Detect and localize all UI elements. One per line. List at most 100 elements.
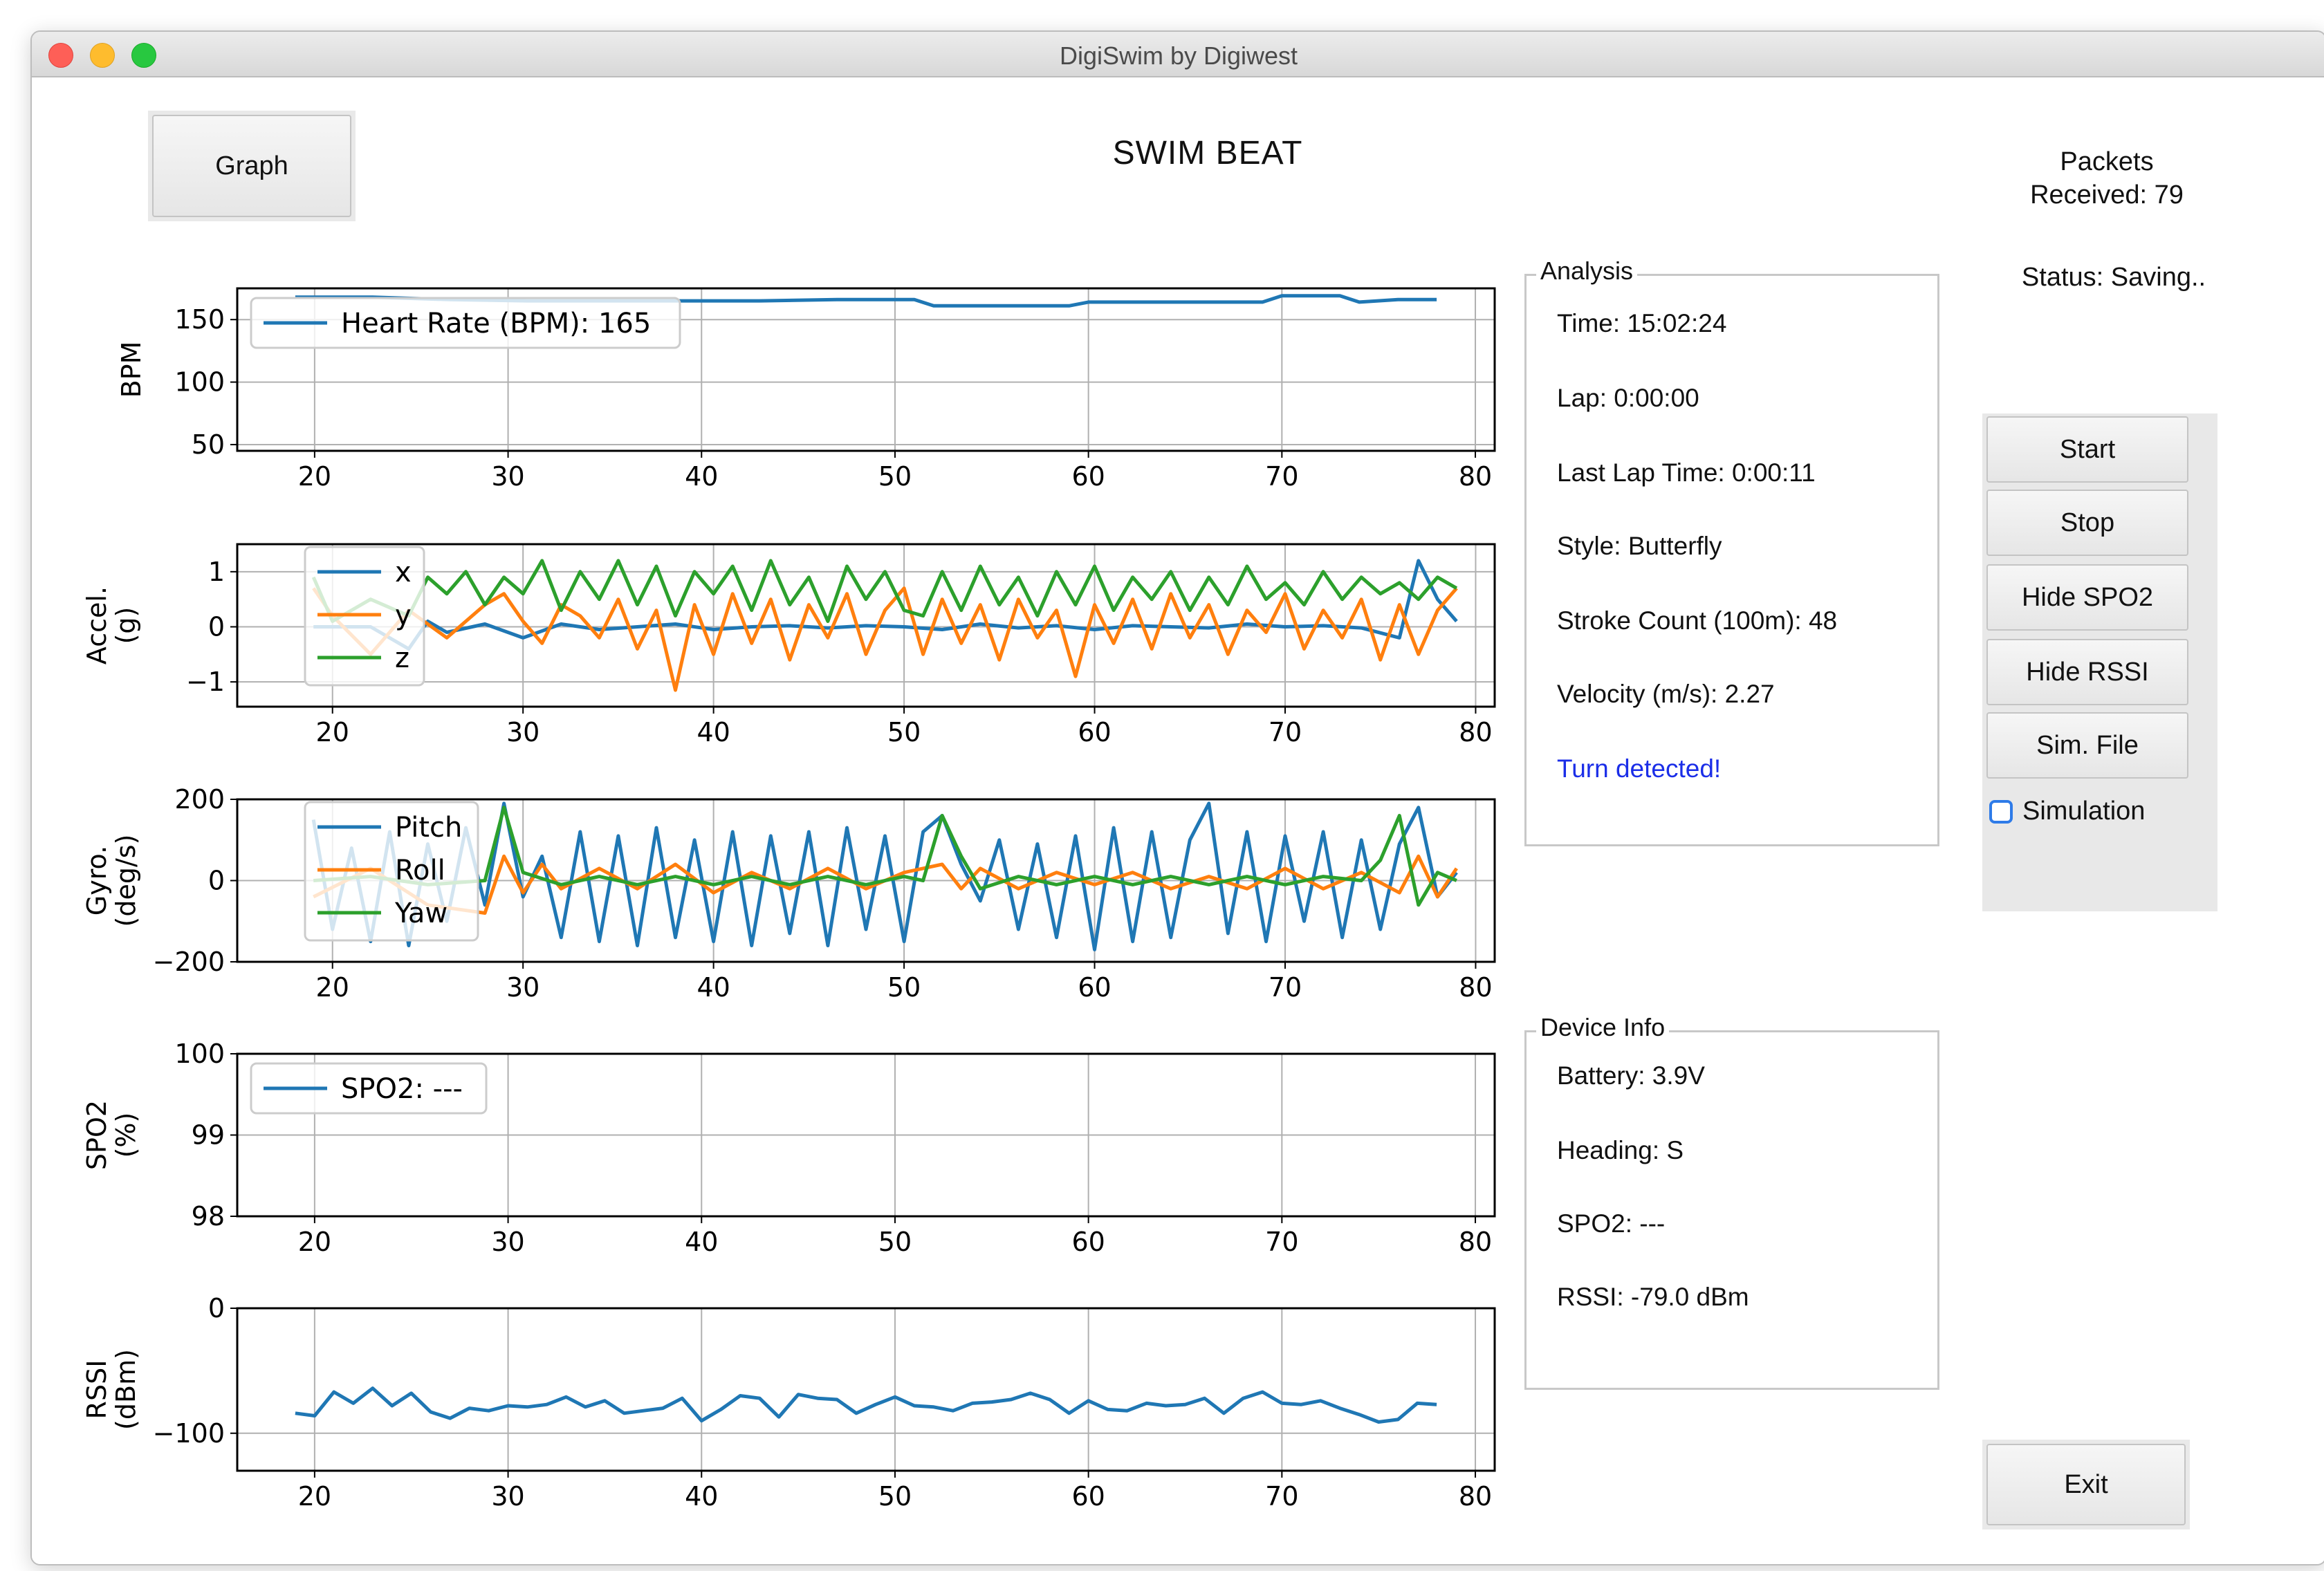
x-tick-label: 60: [1071, 1227, 1105, 1257]
x-tick-label: 40: [685, 1227, 718, 1257]
stop-button[interactable]: Stop: [1986, 490, 2188, 556]
status-text: Status: Saving..: [2021, 263, 2206, 292]
x-tick-label: 50: [878, 1227, 912, 1257]
series-line-yaw: [313, 806, 1457, 907]
x-tick-label: 60: [1071, 461, 1105, 492]
y-axis-label: (%): [111, 1113, 141, 1158]
x-tick-label: 60: [1071, 1481, 1105, 1512]
analysis-lap: Lap: 0:00:00: [1557, 384, 1699, 412]
maximize-window-button[interactable]: [131, 43, 156, 68]
x-tick-label: 80: [1459, 717, 1492, 747]
packets-label: Packets: [2060, 147, 2154, 176]
page-title: SWIM BEAT: [1112, 135, 1303, 171]
analysis-style: Style: Butterfly: [1557, 532, 1722, 560]
x-tick-label: 80: [1459, 1481, 1492, 1512]
y-tick-label: 100: [174, 367, 225, 398]
legend-box: [250, 1062, 488, 1115]
hide-rssi-button[interactable]: Hide RSSI: [1986, 639, 2188, 705]
y-axis-label: RSSI: [82, 1360, 112, 1420]
y-tick-label: 0: [208, 611, 225, 642]
x-tick-label: 30: [491, 461, 524, 492]
y-axis-label: BPM: [116, 342, 147, 398]
x-tick-label: 70: [1269, 972, 1302, 1003]
y-tick-label: 98: [192, 1201, 225, 1231]
x-tick-label: 50: [887, 972, 921, 1003]
x-tick-label: 40: [697, 717, 730, 747]
app-window: DigiSwim by Digiwest Graph SWIM BEAT Pac…: [30, 30, 2324, 1565]
device-info-group: Device Info Battery: 3.9V Heading: S SPO…: [1524, 1013, 1939, 1390]
y-tick-label: −200: [153, 947, 225, 977]
main-content: Graph SWIM BEAT Packets Received: 79 Sta…: [32, 77, 2324, 1564]
y-tick-label: 200: [174, 784, 225, 815]
x-tick-label: 30: [506, 972, 540, 1003]
legend-label: Pitch: [395, 812, 462, 844]
y-tick-label: 1: [208, 557, 225, 587]
series-line-z: [311, 559, 1458, 623]
exit-button[interactable]: Exit: [1986, 1444, 2186, 1525]
device-heading: Heading: S: [1557, 1136, 1684, 1164]
x-tick-label: 40: [685, 1481, 718, 1512]
analysis-last-lap: Last Lap Time: 0:00:11: [1557, 458, 1816, 487]
analysis-stroke-count: Stroke Count (100m): 48: [1557, 606, 1838, 635]
packets-counter: Packets Received: 79: [1955, 145, 2259, 212]
x-tick-label: 20: [316, 972, 349, 1003]
device-info-title: Device Info: [1536, 1013, 1670, 1042]
x-tick-label: 70: [1265, 1481, 1298, 1512]
series-line-y: [312, 586, 1458, 692]
legend-label: y: [395, 599, 412, 631]
x-tick-label: 30: [506, 717, 540, 747]
packets-received: Received: 79: [2030, 180, 2184, 210]
start-button[interactable]: Start: [1986, 416, 2188, 483]
analysis-velocity: Velocity (m/s): 2.27: [1557, 680, 1775, 708]
x-tick-label: 20: [298, 461, 331, 492]
x-tick-label: 80: [1459, 1227, 1492, 1257]
minimize-window-button[interactable]: [90, 43, 115, 68]
simulation-toggle[interactable]: Simulation: [1989, 797, 2145, 826]
close-window-button[interactable]: [48, 43, 73, 68]
y-tick-label: −1: [186, 667, 225, 697]
y-tick-label: 50: [192, 429, 225, 460]
y-axis-label: (deg/s): [111, 835, 141, 927]
x-tick-label: 30: [491, 1481, 524, 1512]
x-tick-label: 20: [298, 1481, 331, 1512]
simulation-checkbox[interactable]: [1989, 799, 2013, 824]
x-tick-label: 50: [878, 461, 912, 492]
y-tick-label: 0: [208, 1293, 225, 1323]
series-line-pitch: [311, 801, 1458, 951]
y-axis-label: Accel.: [82, 586, 112, 664]
hide-spo2-button[interactable]: Hide SPO2: [1986, 564, 2188, 631]
legend-label: Roll: [395, 855, 445, 886]
device-battery: Battery: 3.9V: [1557, 1061, 1705, 1090]
device-spo2: SPO2: ---: [1557, 1209, 1666, 1238]
legend-label: Yaw: [394, 898, 448, 929]
y-tick-label: 99: [192, 1120, 225, 1151]
x-tick-label: 40: [697, 972, 730, 1003]
x-tick-label: 40: [685, 461, 718, 492]
analysis-time: Time: 15:02:24: [1557, 309, 1727, 337]
plot-frame: [236, 798, 1496, 963]
plot-frame: [236, 543, 1496, 708]
y-tick-label: 150: [174, 304, 225, 335]
plot-frame: [236, 1052, 1496, 1218]
graph-button[interactable]: Graph: [152, 115, 351, 217]
sim-file-button[interactable]: Sim. File: [1986, 712, 2188, 779]
x-tick-label: 60: [1078, 972, 1111, 1003]
series-line-roll: [313, 854, 1458, 915]
y-tick-label: 100: [174, 1039, 225, 1069]
plot-frame: [236, 1307, 1496, 1472]
y-tick-label: −100: [153, 1418, 225, 1449]
x-tick-label: 70: [1269, 717, 1302, 747]
x-tick-label: 20: [316, 717, 349, 747]
legend-box: [304, 801, 479, 942]
turn-detected-text: Turn detected!: [1557, 754, 1722, 783]
analysis-group: Analysis Time: 15:02:24 Lap: 0:00:00 Las…: [1524, 257, 1939, 846]
legend-label: x: [395, 557, 412, 588]
x-tick-label: 20: [298, 1227, 331, 1257]
simulation-label: Simulation: [2022, 797, 2146, 826]
legend-label: Heart Rate (BPM): 165: [341, 308, 651, 340]
y-axis-label: (dBm): [111, 1349, 141, 1430]
y-axis-label: Gyro.: [82, 846, 112, 915]
plot-frame: [236, 287, 1496, 452]
window-title: DigiSwim by Digiwest: [1059, 41, 1298, 70]
